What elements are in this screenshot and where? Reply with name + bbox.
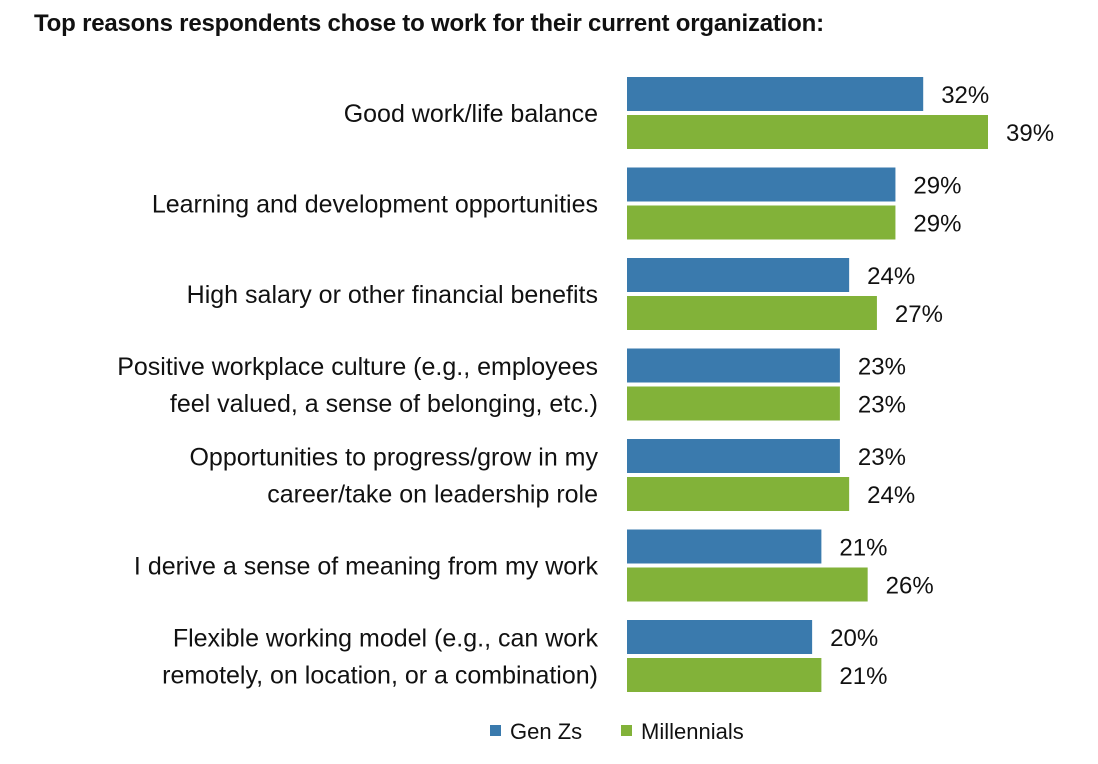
legend-item-millennials-swatch [621,725,632,736]
category-label-4-line-1: career/take on leadership role [267,481,598,509]
bar-genz-3 [627,348,840,383]
value-label-millennials-3: 23% [858,392,906,419]
bar-millennials-5 [627,567,868,602]
bar-genz-6 [627,620,813,654]
bars-layer [627,77,988,692]
legend-item-genz-label: Gen Zs [510,719,582,744]
value-label-genz-5: 21% [839,535,887,562]
bar-millennials-4 [627,477,850,511]
bar-genz-4 [627,439,840,473]
value-label-millennials-0: 39% [1006,120,1054,147]
bar-millennials-3 [627,386,840,421]
category-label-6-line-0: Flexible working model (e.g., can work [173,625,599,653]
bar-millennials-6 [627,658,822,692]
value-label-genz-3: 23% [858,354,906,381]
value-label-genz-4: 23% [858,444,906,471]
value-label-genz-6: 20% [830,625,878,652]
bar-genz-2 [627,258,850,292]
category-labels: Good work/life balance Learning and devel… [117,100,598,690]
category-label-6-line-1: remotely, on location, or a combination) [162,662,598,690]
bar-millennials-0 [627,115,988,149]
category-label-1: Learning and development opportunities [152,191,598,219]
value-label-millennials-5: 26% [886,573,934,600]
value-label-genz-0: 32% [941,82,989,109]
value-label-millennials-2: 27% [895,301,943,328]
value-label-genz-2: 24% [867,263,915,290]
bar-millennials-2 [627,296,877,330]
value-label-genz-1: 29% [913,173,961,200]
category-label-2: High salary or other financial benefits [187,281,598,309]
category-label-5: I derive a sense of meaning from my work [134,553,599,581]
bar-genz-0 [627,77,924,111]
bar-millennials-1 [627,205,896,240]
value-label-millennials-6: 21% [839,663,887,690]
value-label-millennials-1: 29% [913,211,961,238]
legend-item-millennials-label: Millennials [641,719,744,744]
category-label-3-line-0: Positive workplace culture (e.g., employ… [117,353,598,381]
value-label-millennials-4: 24% [867,482,915,509]
value-labels: 32% 39% 29% 29% 24% 27% 23% 23% 23% 24% 21% 26% 20% 2… [830,82,1054,690]
category-label-0: Good work/life balance [344,100,598,128]
bar-genz-1 [627,167,896,202]
legend: Gen Zs Millennials [490,719,744,744]
legend-item-genz-swatch [490,725,501,736]
category-label-3-line-1: feel valued, a sense of belonging, etc.) [170,390,598,418]
chart-title: Top reasons respondents chose to work fo… [34,10,824,37]
category-label-4-line-0: Opportunities to progress/grow in my [189,444,598,472]
bar-genz-5 [627,529,822,564]
